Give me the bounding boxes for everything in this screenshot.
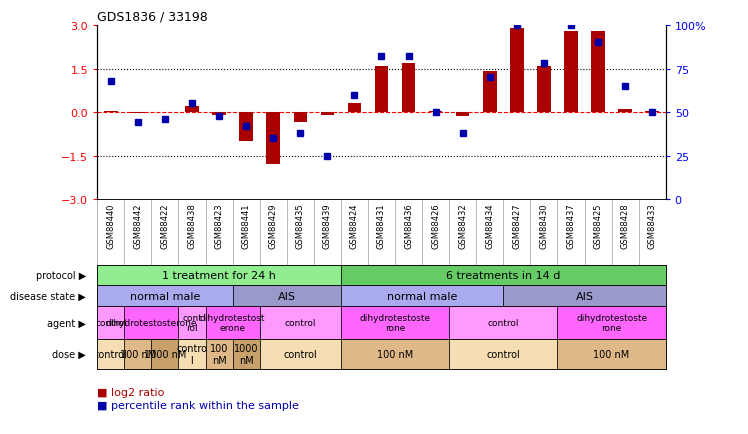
Text: GSM88440: GSM88440	[106, 203, 115, 248]
Text: control: control	[95, 319, 126, 327]
Bar	[293, 113, 307, 123]
Bar	[557, 339, 666, 369]
Text: GSM88427: GSM88427	[512, 203, 521, 248]
Text: GSM88441: GSM88441	[242, 203, 251, 248]
Text: normal male: normal male	[387, 291, 457, 301]
Bar	[341, 265, 666, 286]
Text: GDS1836 / 33198: GDS1836 / 33198	[97, 10, 208, 23]
Text: GSM88437: GSM88437	[566, 203, 575, 249]
Bar	[179, 306, 206, 339]
Bar	[151, 339, 179, 369]
Bar	[260, 339, 341, 369]
Text: dihydrotestoste
rone: dihydrotestoste rone	[360, 313, 431, 332]
Bar	[341, 306, 449, 339]
Text: control: control	[284, 319, 316, 327]
Text: 6 treatments in 14 d: 6 treatments in 14 d	[446, 270, 560, 280]
Bar	[212, 113, 226, 116]
Bar	[375, 66, 388, 113]
Text: GSM88424: GSM88424	[350, 203, 359, 248]
Bar	[402, 64, 415, 113]
Text: GSM88430: GSM88430	[539, 203, 548, 248]
Text: GSM88434: GSM88434	[485, 203, 494, 248]
Text: dihydrotestost
erone: dihydrotestost erone	[200, 313, 266, 332]
Text: control: control	[283, 349, 317, 359]
Text: dose ▶: dose ▶	[52, 349, 86, 359]
Text: disease state ▶: disease state ▶	[10, 291, 86, 301]
Text: AIS: AIS	[575, 291, 593, 301]
Text: GSM88422: GSM88422	[160, 203, 169, 248]
Text: 100
nM: 100 nM	[210, 343, 228, 365]
Text: GSM88435: GSM88435	[295, 203, 304, 248]
Text: GSM88425: GSM88425	[594, 203, 603, 248]
Bar	[564, 32, 577, 113]
Bar	[266, 113, 280, 165]
Bar	[341, 286, 503, 306]
Bar	[341, 339, 449, 369]
Bar	[131, 113, 144, 114]
Text: control: control	[488, 319, 519, 327]
Text: 100 nM: 100 nM	[120, 349, 156, 359]
Text: dihydrotestosterone: dihydrotestosterone	[105, 319, 197, 327]
Bar	[233, 286, 341, 306]
Text: GSM88431: GSM88431	[377, 203, 386, 248]
Text: 100 nM: 100 nM	[377, 349, 413, 359]
Bar	[233, 339, 260, 369]
Bar	[124, 306, 179, 339]
Text: GSM88433: GSM88433	[648, 203, 657, 249]
Text: normal male: normal male	[129, 291, 200, 301]
Bar	[97, 286, 233, 306]
Bar	[510, 29, 524, 113]
Text: GSM88426: GSM88426	[431, 203, 440, 248]
Text: agent ▶: agent ▶	[47, 318, 86, 328]
Bar	[557, 306, 666, 339]
Bar	[537, 66, 551, 113]
Bar	[260, 306, 341, 339]
Text: GSM88438: GSM88438	[188, 203, 197, 249]
Bar	[646, 112, 659, 113]
Bar	[429, 112, 442, 113]
Bar	[124, 339, 151, 369]
Bar	[449, 306, 557, 339]
Bar	[456, 113, 470, 117]
Bar	[321, 113, 334, 116]
Text: GSM88428: GSM88428	[621, 203, 630, 248]
Bar	[619, 110, 632, 113]
Bar	[449, 339, 557, 369]
Text: GSM88439: GSM88439	[323, 203, 332, 248]
Bar	[97, 265, 341, 286]
Text: control: control	[94, 349, 128, 359]
Text: contro
l: contro l	[177, 343, 207, 365]
Bar	[503, 286, 666, 306]
Text: protocol ▶: protocol ▶	[36, 270, 86, 280]
Text: AIS: AIS	[278, 291, 295, 301]
Text: GSM88429: GSM88429	[269, 203, 278, 248]
Text: ■ log2 ratio: ■ log2 ratio	[97, 387, 165, 397]
Bar	[97, 339, 124, 369]
Text: GSM88432: GSM88432	[459, 203, 468, 248]
Text: GSM88442: GSM88442	[133, 203, 142, 248]
Text: 1000 nM: 1000 nM	[144, 349, 186, 359]
Bar	[104, 112, 117, 113]
Text: 100 nM: 100 nM	[593, 349, 630, 359]
Text: control: control	[486, 349, 520, 359]
Text: 1000
nM: 1000 nM	[234, 343, 258, 365]
Bar	[186, 107, 199, 113]
Bar	[179, 339, 206, 369]
Bar	[97, 306, 124, 339]
Text: dihydrotestoste
rone: dihydrotestoste rone	[576, 313, 647, 332]
Text: 1 treatment for 24 h: 1 treatment for 24 h	[162, 270, 276, 280]
Text: GSM88423: GSM88423	[215, 203, 224, 248]
Bar	[591, 32, 605, 113]
Bar	[239, 113, 253, 142]
Bar	[483, 72, 497, 113]
Bar	[348, 104, 361, 113]
Bar	[206, 306, 260, 339]
Bar	[206, 339, 233, 369]
Text: ■ percentile rank within the sample: ■ percentile rank within the sample	[97, 400, 299, 410]
Text: GSM88436: GSM88436	[404, 203, 413, 249]
Text: cont
rol: cont rol	[182, 313, 202, 332]
